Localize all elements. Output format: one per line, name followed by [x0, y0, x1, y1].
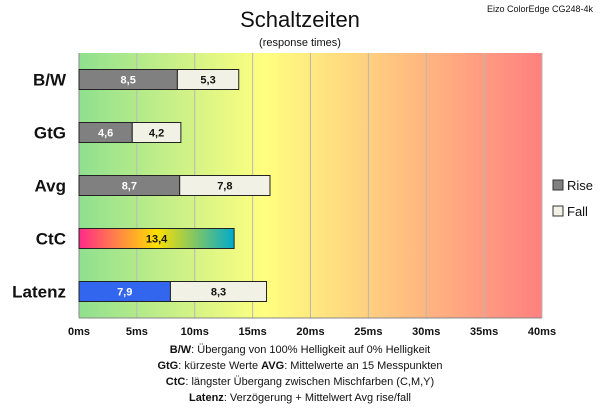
- legend-swatch: [552, 205, 564, 217]
- bar-rise-label: 4,6: [98, 128, 113, 140]
- bar-fall: [131, 122, 182, 143]
- legend-label: Rise: [567, 178, 593, 193]
- category-label: Latenz: [12, 283, 66, 302]
- category-labels: B/W GtG Avg CtC Latenz: [12, 71, 67, 302]
- bar-fall: [179, 175, 271, 196]
- x-tick-label: 30ms: [412, 326, 440, 338]
- x-tick-label: 25ms: [354, 326, 382, 338]
- x-tick-label: 20ms: [296, 326, 324, 338]
- footnote-line: B/W: Übergang von 100% Helligkeit auf 0%…: [170, 344, 430, 356]
- legend-label: Fall: [567, 204, 588, 219]
- x-tick-label: 15ms: [239, 326, 267, 338]
- legend-swatch: [552, 179, 564, 191]
- x-tick-label: 0ms: [68, 326, 90, 338]
- source-label: Eizo ColorEdge CG248-4k: [487, 4, 594, 14]
- category-label: CtC: [36, 230, 66, 249]
- footnote-line: GtG: kürzeste Werte AVG: Mittelwerte an …: [157, 360, 442, 372]
- bar-rise: [78, 228, 235, 249]
- x-tick-label: 5ms: [126, 326, 148, 338]
- bar-fall-label: 4,2: [149, 128, 164, 140]
- footnote-line: CtC: längster Übergang zwischen Mischfar…: [166, 376, 434, 388]
- bar-fall: [169, 281, 268, 302]
- bar-rise-label: 7,9: [117, 287, 132, 299]
- bar-rise-label: 13,4: [146, 234, 168, 246]
- chart-title: Schaltzeiten: [240, 7, 360, 32]
- bar-rise-label: 8,7: [122, 181, 137, 193]
- chart-subtitle: (response times): [259, 37, 341, 49]
- bar-fall-label: 7,8: [217, 181, 232, 193]
- x-tick-label: 40ms: [528, 326, 556, 338]
- x-axis-ticks: 0ms 5ms 10ms 15ms 20ms 25ms 30ms 35ms 40ms: [68, 326, 556, 338]
- bar-fall-label: 8,3: [211, 287, 226, 299]
- footnotes: B/W: Übergang von 100% Helligkeit auf 0%…: [157, 344, 442, 404]
- footnote-line: Latenz: Verzögerung + Mittelwert Avg ris…: [189, 392, 411, 404]
- category-label: B/W: [33, 71, 67, 90]
- x-tick-label: 35ms: [470, 326, 498, 338]
- category-label: Avg: [35, 177, 67, 196]
- bar-fall: [176, 69, 240, 90]
- bar-rise-label: 8,5: [121, 75, 136, 87]
- bars: 8,5 5,3 4,6 4,2 8,7 7,8 13,4 7,9 8,3: [78, 69, 271, 302]
- legend: Rise Fall: [552, 178, 593, 219]
- category-label: GtG: [34, 124, 66, 143]
- x-tick-label: 10ms: [181, 326, 209, 338]
- bar-fall-label: 5,3: [200, 75, 215, 87]
